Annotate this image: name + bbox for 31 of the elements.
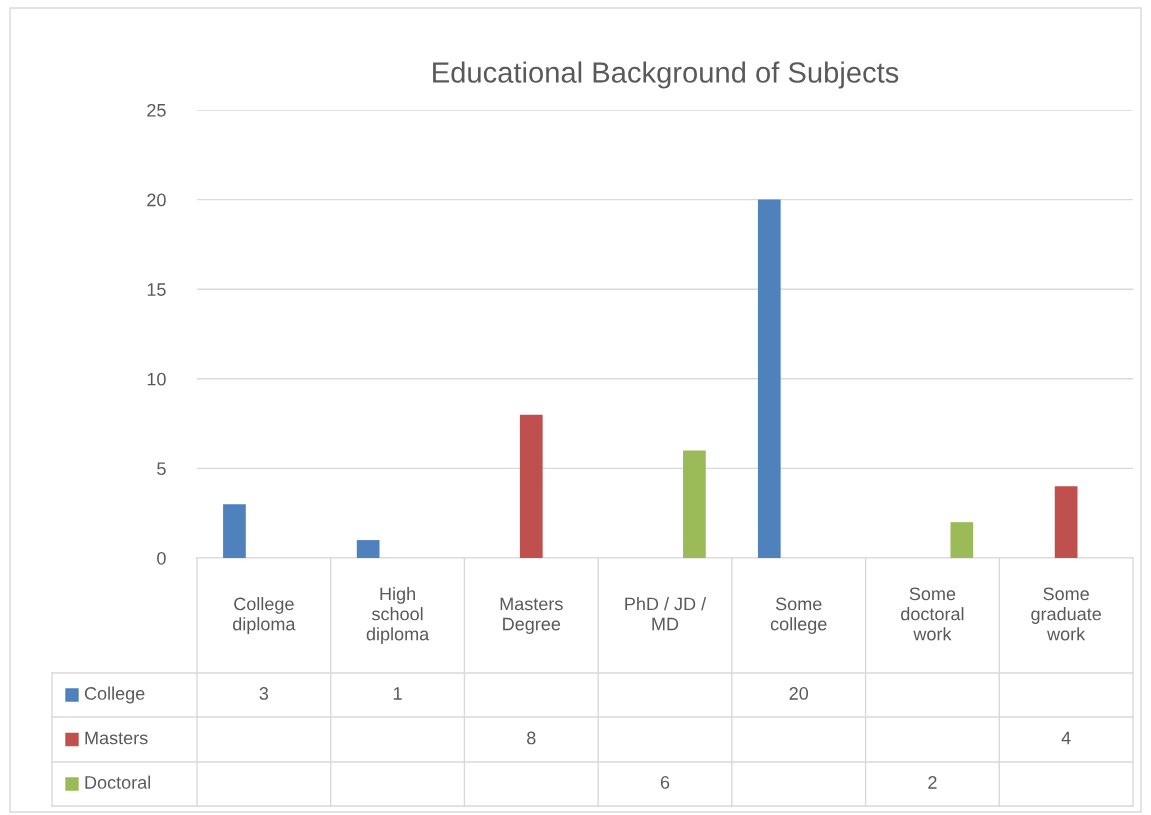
data-label: 8 (527, 731, 536, 745)
x-tick-label: College diploma (233, 597, 296, 634)
x-tick-label: Masters Degree (500, 597, 563, 634)
x-tick-label: High school diploma (366, 586, 430, 645)
bar (757, 199, 781, 558)
y-tick-label: 25 (147, 103, 166, 117)
y-tick-label: 0 (157, 551, 166, 565)
bar (1054, 486, 1078, 558)
x-tick-label: Some college (770, 597, 827, 634)
x-tick-label: Some doctoral work (901, 587, 964, 641)
data-label: 1 (393, 687, 402, 700)
bar (223, 504, 246, 558)
chart-title: Educational Background of Subjects (433, 61, 899, 89)
x-tick-label: Some graduate work (1031, 587, 1101, 641)
data-label: 20 (789, 687, 809, 700)
data-label: 3 (259, 687, 269, 700)
legend-label: College (84, 686, 145, 704)
legend-label: Doctoral (85, 775, 151, 789)
bar (519, 414, 543, 558)
data-label: 6 (660, 776, 670, 789)
y-tick-label: 10 (147, 372, 166, 386)
bar (683, 450, 706, 558)
legend-label: Masters (85, 731, 148, 745)
data-label: 2 (928, 776, 937, 789)
y-tick-label: 20 (147, 193, 166, 207)
data-label: 4 (1061, 731, 1071, 745)
bar (950, 522, 974, 558)
x-tick-label: PhD / JD / MD (625, 597, 707, 631)
y-tick-label: 5 (157, 462, 166, 476)
bar (356, 540, 380, 558)
y-tick-label: 15 (147, 283, 166, 296)
